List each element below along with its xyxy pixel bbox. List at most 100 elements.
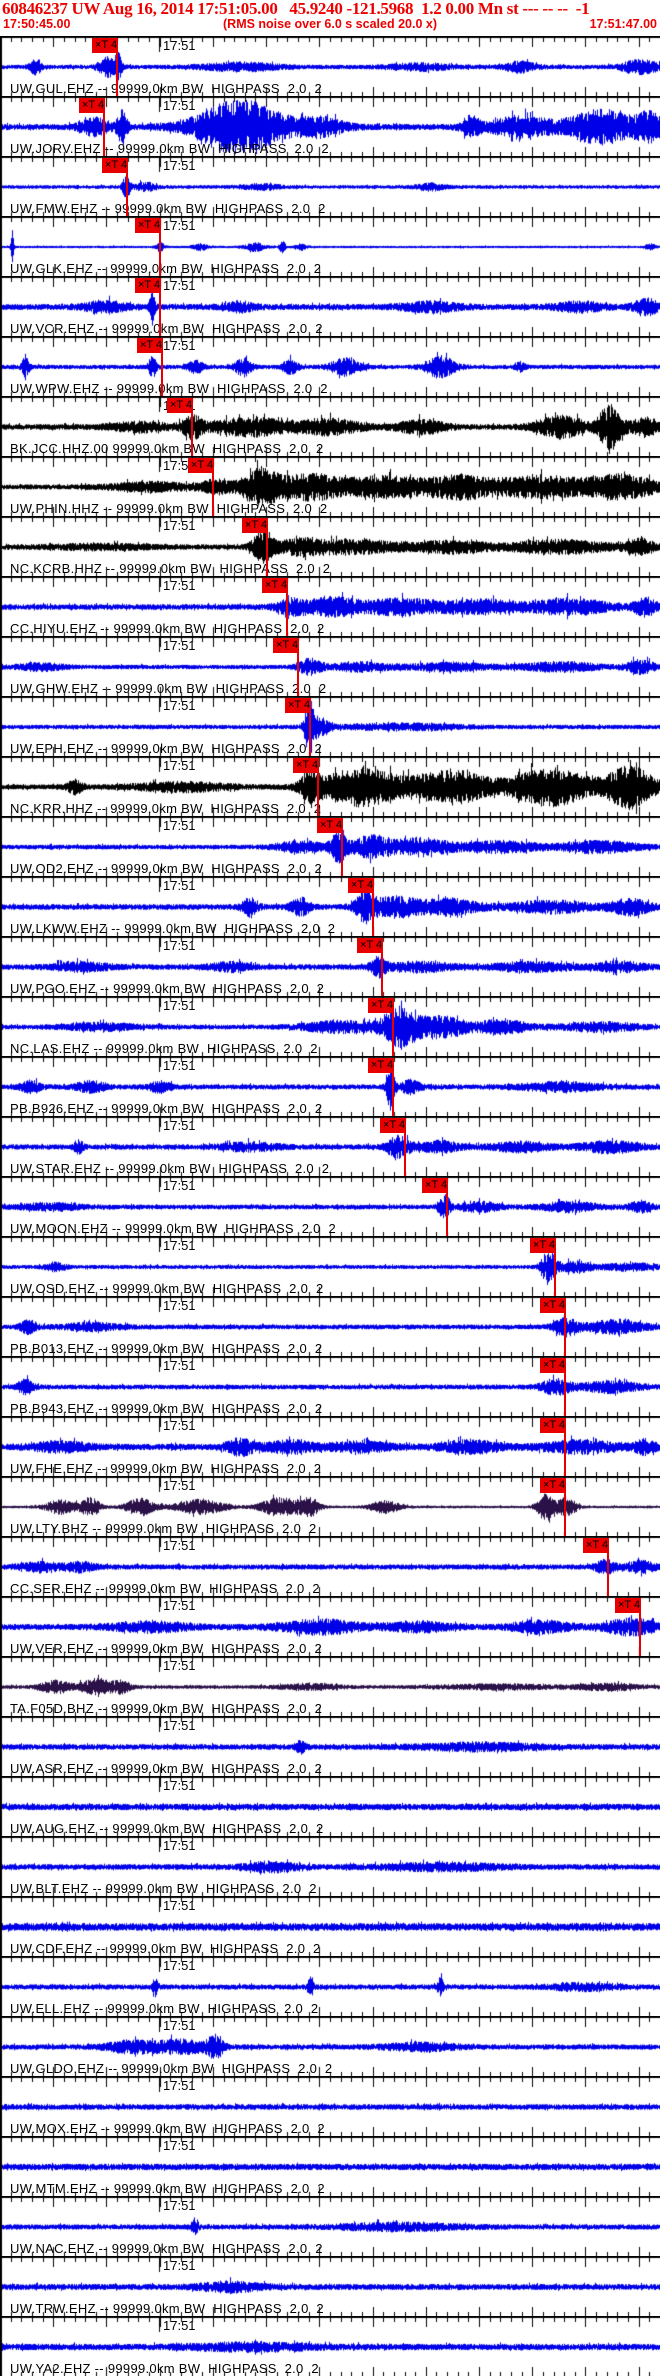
pick-flag[interactable]: ×T 4 — [137, 338, 162, 353]
minute-label: 17:51 — [163, 2018, 196, 2033]
minute-label: 17:51 — [163, 2258, 196, 2273]
waveform-canvas[interactable] — [0, 2256, 660, 2316]
waveform-canvas[interactable] — [0, 936, 660, 996]
minute-label: 17:51 — [163, 578, 196, 593]
station-channel-label: UW.TRW.EHZ -- 99999.0km BW HIGHPASS 2.0 … — [10, 2301, 324, 2316]
waveform-canvas[interactable] — [0, 1836, 660, 1896]
waveform-canvas[interactable] — [0, 1596, 660, 1656]
pick-time-line — [309, 698, 311, 756]
waveform-canvas[interactable] — [0, 2016, 660, 2076]
waveform-canvas[interactable] — [0, 576, 660, 636]
minute-label: 17:51 — [163, 758, 196, 773]
station-channel-label: UW.PGO.EHZ -- 99999.0km BW HIGHPASS 2.0 … — [10, 981, 325, 996]
waveform-canvas[interactable] — [0, 1776, 660, 1836]
waveform-canvas[interactable] — [0, 2196, 660, 2256]
waveform-canvas[interactable] — [0, 996, 660, 1056]
pick-flag[interactable]: ×T 4 — [357, 938, 382, 953]
trace-row: 17:51 ×T 4 NC.KCRB.HHZ -- 99999.0km BW HIG… — [0, 516, 660, 576]
station-channel-label: UW.GLK.EHZ -- 99999.0km BW HIGHPASS 2.0 … — [10, 261, 322, 276]
pick-flag[interactable]: ×T 4 — [530, 1238, 555, 1253]
trace-row: 17:51 UW.YA2.EHZ -- 99999.0km BW HIGHPASS… — [0, 2316, 660, 2376]
waveform-canvas[interactable] — [0, 336, 660, 396]
pick-flag[interactable]: ×T 4 — [92, 38, 117, 53]
pick-time-line — [404, 1118, 406, 1176]
pick-time-line — [126, 158, 128, 216]
waveform-canvas[interactable] — [0, 1956, 660, 2016]
waveform-canvas[interactable] — [0, 1896, 660, 1956]
station-channel-label: UW.OSD.EHZ -- 99999.0km BW HIGHPASS 2.0 … — [10, 1281, 324, 1296]
waveform-canvas[interactable] — [0, 756, 660, 816]
minute-label: 17:51 — [163, 158, 196, 173]
waveform-canvas[interactable] — [0, 2136, 660, 2196]
rms-scaling-note: (RMS noise over 6.0 s scaled 20.0 x) — [223, 17, 437, 31]
station-channel-label: NC.KRR.HHZ -- 99999.0km BW HIGHPASS 2.0 … — [10, 801, 322, 816]
pick-flag[interactable]: ×T 4 — [293, 758, 318, 773]
trace-row: 17:51 ×T 4 PB.B943.EHZ -- 99999.0km BW HIG… — [0, 1356, 660, 1416]
pick-flag[interactable]: ×T 4 — [102, 158, 127, 173]
pick-flag[interactable]: ×T 4 — [368, 998, 393, 1013]
pick-time-line — [341, 818, 343, 876]
waveform-canvas[interactable] — [0, 456, 660, 516]
pick-time-line — [103, 98, 105, 156]
waveform-canvas[interactable] — [0, 1056, 660, 1116]
pick-flag[interactable]: ×T 4 — [135, 218, 160, 233]
pick-time-line — [392, 1058, 394, 1116]
waveform-canvas[interactable] — [0, 2316, 660, 2376]
minute-label: 17:51 — [163, 938, 196, 953]
pick-flag[interactable]: ×T 4 — [79, 98, 104, 113]
waveform-canvas[interactable] — [0, 636, 660, 696]
pick-flag[interactable]: ×T 4 — [317, 818, 342, 833]
pick-time-line — [297, 638, 299, 696]
station-channel-label: PB.B013.EHZ -- 99999.0km BW HIGHPASS 2.0… — [10, 1341, 323, 1356]
pick-flag[interactable]: ×T 4 — [348, 878, 373, 893]
waveform-canvas[interactable] — [0, 2076, 660, 2136]
minute-label: 17:51 — [163, 1358, 196, 1373]
pick-flag[interactable]: ×T 4 — [540, 1358, 565, 1373]
pick-time-line — [266, 518, 268, 576]
pick-flag[interactable]: ×T 4 — [167, 398, 192, 413]
station-channel-label: UW.BLT.EHZ -- 99999.0km BW HIGHPASS 2.0 … — [10, 1881, 317, 1896]
window-start-time: 17:50:45.00 — [3, 17, 71, 31]
trace-row: 17:51 UW.CDF.EHZ -- 99999.0km BW HIGHPASS… — [0, 1896, 660, 1956]
pick-flag[interactable]: ×T 4 — [422, 1178, 447, 1193]
waveform-canvas[interactable] — [0, 1176, 660, 1236]
pick-flag[interactable]: ×T 4 — [285, 698, 310, 713]
pick-flag[interactable]: ×T 4 — [188, 458, 213, 473]
waveform-canvas[interactable] — [0, 216, 660, 276]
pick-flag[interactable]: ×T 4 — [615, 1598, 640, 1613]
minute-label: 17:51 — [163, 218, 196, 233]
pick-flag[interactable]: ×T 4 — [262, 578, 287, 593]
station-channel-label: PB.B943.EHZ -- 99999.0km BW HIGHPASS 2.0… — [10, 1401, 323, 1416]
waveform-canvas[interactable] — [0, 96, 660, 156]
pick-flag[interactable]: ×T 4 — [380, 1118, 405, 1133]
station-channel-label: UW.VCR.EHZ -- 99999.0km BW HIGHPASS 2.0 … — [10, 321, 323, 336]
waveform-canvas[interactable] — [0, 1116, 660, 1176]
pick-flag[interactable]: ×T 4 — [135, 278, 160, 293]
waveform-canvas[interactable] — [0, 876, 660, 936]
pick-flag[interactable]: ×T 4 — [540, 1418, 565, 1433]
waveform-canvas[interactable] — [0, 1656, 660, 1716]
pick-flag[interactable]: ×T 4 — [540, 1478, 565, 1493]
waveform-canvas[interactable] — [0, 1536, 660, 1596]
trace-row: 17:51 ×T 4 UW.PHIN.HHZ -- 99999.0km BW HIG… — [0, 456, 660, 516]
pick-flag[interactable]: ×T 4 — [242, 518, 267, 533]
waveform-canvas[interactable] — [0, 276, 660, 336]
station-channel-label: CC.SER.EHZ -- 99999.0km BW HIGHPASS 2.0 … — [10, 1581, 320, 1596]
waveform-canvas[interactable] — [0, 516, 660, 576]
waveform-canvas[interactable] — [0, 1716, 660, 1776]
trace-row: 17:51 ×T 4 NC.LAS.EHZ -- 99999.0km BW HIGH… — [0, 996, 660, 1056]
pick-flag[interactable]: ×T 4 — [540, 1298, 565, 1313]
station-channel-label: UW.LKWW.EHZ -- 99999.0km BW HIGHPASS 2.0… — [10, 921, 336, 936]
trace-row: 17:51 UW.AUG.EHZ -- 99999.0km BW HIGHPASS… — [0, 1776, 660, 1836]
pick-time-line — [564, 1418, 566, 1476]
pick-flag[interactable]: ×T 4 — [273, 638, 298, 653]
waveform-canvas[interactable] — [0, 696, 660, 756]
pick-flag[interactable]: ×T 4 — [368, 1058, 393, 1073]
station-channel-label: UW.LTY.BHZ -- 99999.0km BW HIGHPASS 2.0 … — [10, 1521, 317, 1536]
waveform-canvas[interactable] — [0, 396, 660, 456]
pick-flag[interactable]: ×T 4 — [583, 1538, 608, 1553]
minute-label: 17:51 — [163, 1838, 196, 1853]
pick-time-line — [564, 1478, 566, 1536]
minute-label: 17:51 — [163, 1238, 196, 1253]
minute-label: 17:51 — [163, 2318, 196, 2333]
